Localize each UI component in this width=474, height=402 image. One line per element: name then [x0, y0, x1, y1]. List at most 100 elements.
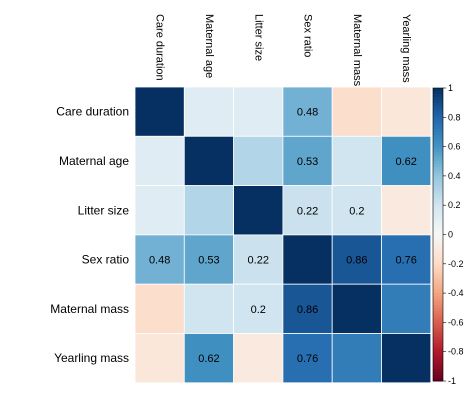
colorbar-segment: [433, 357, 443, 361]
colorbar-segment: [433, 222, 443, 227]
heatmap-cell-maternal-age-maternal-age: [183, 135, 235, 187]
heatmap-cell-maternal-age-sex-ratio: [282, 135, 333, 187]
heatmap-cell-yearling-mass-maternal-age: [183, 333, 235, 384]
row-label-litter-size: Litter size: [78, 203, 130, 217]
colorbar-segment: [433, 102, 443, 107]
cell-value-label: 0.2: [251, 304, 266, 316]
colorbar-tick-label: 0.6: [448, 142, 461, 152]
colorbar-segment: [433, 278, 443, 282]
colorbar-segment: [433, 108, 443, 112]
colorbar-segment: [433, 187, 443, 192]
colorbar-segment: [433, 307, 443, 312]
colorbar-segment: [433, 129, 443, 133]
colorbar-segment: [433, 213, 443, 218]
colorbar-segment: [433, 339, 443, 344]
colorbar-segment: [433, 202, 443, 206]
colorbar-segment: [433, 325, 443, 329]
heatmap-cell-care-duration-litter-size: [233, 86, 284, 137]
colorbar-segment: [433, 310, 443, 315]
column-label-sex-ratio: Sex ratio: [302, 14, 314, 57]
heatmap-cell-sex-ratio-litter-size: [233, 234, 284, 285]
colorbar-segment: [433, 342, 443, 347]
colorbar-segment: [433, 328, 443, 332]
colorbar-tick-label: 1: [448, 83, 453, 93]
heatmap-cell-care-duration-care-duration: [134, 86, 185, 137]
colorbar-segment: [433, 369, 443, 373]
colorbar-segment: [433, 152, 443, 156]
colorbar-segment: [433, 196, 443, 200]
colorbar-segment: [433, 117, 443, 121]
heatmap-cell-maternal-age-litter-size: [233, 135, 284, 187]
heatmap-cell-maternal-age-care-duration: [134, 135, 185, 187]
column-label-maternal-mass: Maternal mass: [351, 14, 363, 87]
heatmap-cell-sex-ratio-care-duration: [134, 234, 185, 285]
colorbar-segment: [433, 249, 443, 253]
colorbar-segment: [433, 216, 443, 221]
colorbar-segment: [433, 184, 443, 189]
cell-value-label: 0.62: [198, 353, 219, 365]
column-label-litter-size: Litter size: [252, 14, 264, 61]
colorbar-segment: [433, 228, 443, 233]
colorbar-segment: [433, 243, 443, 247]
colorbar-segment: [433, 158, 443, 162]
heatmap-cell-litter-size-yearling-mass: [381, 185, 432, 236]
colorbar-segment: [433, 208, 443, 212]
colorbar-segment: [433, 260, 443, 265]
heatmap-cell-care-duration-sex-ratio: [282, 86, 333, 137]
colorbar-segment: [433, 170, 443, 174]
colorbar-tick-label: 0.4: [448, 171, 461, 181]
colorbar-segment: [433, 284, 443, 288]
colorbar-segment: [433, 296, 443, 300]
colorbar-segment: [433, 375, 443, 379]
colorbar-segment: [433, 354, 443, 359]
colorbar-segment: [433, 178, 443, 183]
colorbar-segment: [433, 146, 443, 151]
colorbar-tick-label: 0.8: [448, 112, 461, 122]
colorbar-segment: [433, 275, 443, 279]
colorbar-segment: [433, 269, 443, 274]
cell-value-label: 0.2: [349, 205, 364, 217]
cell-value-label: 0.48: [297, 107, 318, 119]
heatmap-cell-maternal-mass-yearling-mass: [381, 283, 432, 334]
colorbar-segment: [433, 193, 443, 197]
colorbar-segment: [433, 237, 443, 241]
colorbar-segment: [433, 337, 443, 341]
heatmap-cell-yearling-mass-sex-ratio: [282, 333, 333, 384]
cell-value-label: 0.62: [395, 156, 416, 168]
colorbar-tick-label: 0: [448, 230, 453, 240]
heatmap-cell-yearling-mass-care-duration: [134, 333, 185, 384]
colorbar-tick-label: -0.8: [448, 347, 464, 357]
row-label-maternal-mass: Maternal mass: [50, 302, 129, 316]
colorbar-segment: [433, 345, 443, 350]
colorbar-segment: [433, 137, 443, 142]
colorbar-segment: [433, 175, 443, 180]
heatmap-cell-maternal-mass-sex-ratio: [282, 283, 333, 334]
colorbar-tick-label: -0.6: [448, 317, 464, 327]
colorbar-segment: [433, 378, 443, 382]
colorbar-segment: [433, 281, 443, 285]
colorbar-segment: [433, 334, 443, 338]
colorbar-segment: [433, 111, 443, 115]
colorbar-segment: [433, 211, 443, 215]
colorbar-segment: [433, 319, 443, 323]
column-label-yearling-mass: Yearling mass: [400, 14, 412, 83]
heatmap-cell-care-duration-yearling-mass: [381, 86, 432, 137]
colorbar-segment: [433, 134, 443, 139]
colorbar-segment: [433, 99, 443, 104]
colorbar-segment: [433, 363, 443, 367]
colorbar-segment: [433, 234, 443, 238]
colorbar-segment: [433, 140, 443, 145]
colorbar-segment: [433, 263, 443, 268]
heatmap-cell-maternal-age-maternal-mass: [331, 135, 382, 187]
cell-value-label: 0.53: [198, 255, 219, 267]
colorbar-segment: [433, 252, 443, 256]
colorbar-segment: [433, 301, 443, 306]
heatmap-cell-litter-size-litter-size: [233, 185, 284, 236]
heatmap-cell-maternal-mass-maternal-mass: [331, 283, 382, 334]
colorbar-tick-label: 0.2: [448, 200, 461, 210]
row-label-yearling-mass: Yearling mass: [54, 351, 129, 365]
cell-value-label: 0.76: [297, 353, 318, 365]
heatmap-cell-maternal-mass-maternal-age: [183, 283, 235, 334]
colorbar-segment: [433, 190, 443, 194]
